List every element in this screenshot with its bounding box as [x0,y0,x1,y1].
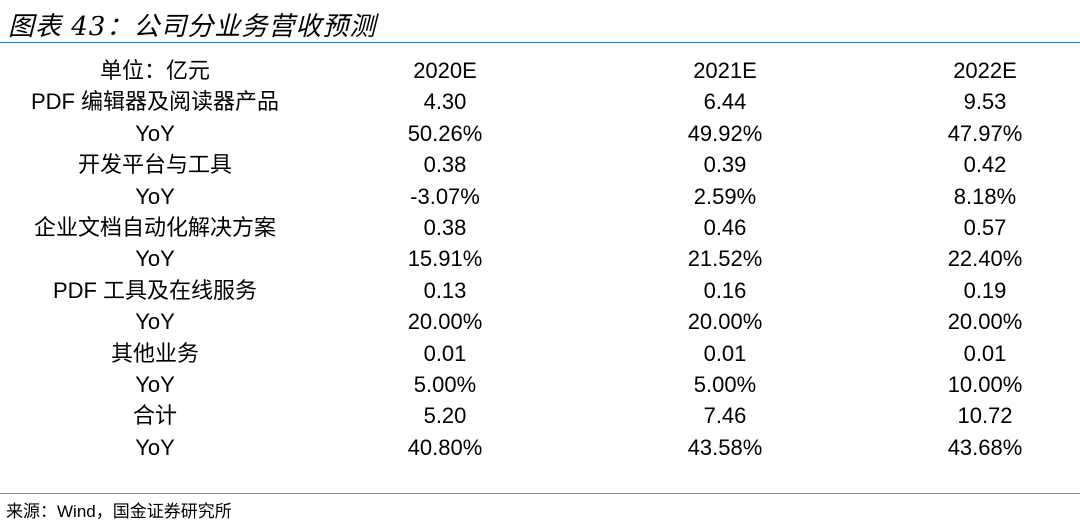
cell-value: 0.57 [963,215,1007,240]
cell-value: 15.91% [407,246,483,272]
cell-value: 0.01 [703,340,747,366]
cell-value: 0.38 [423,215,467,240]
row-label: 开发平台与工具 [77,152,232,178]
cell-value: 0.13 [423,277,467,303]
row-label: YoY [135,120,175,146]
row-label: PDF 编辑器及阅读器产品 [30,89,280,115]
top-rule [0,42,1080,43]
cell-value: 40.80% [407,434,483,460]
cell-value: 10.72 [957,403,1013,429]
cell-value: 9.53 [963,89,1007,115]
cell-value: 5.20 [423,403,467,429]
cell-value: 4.30 [423,89,467,115]
cell-value: 2.59% [693,183,757,209]
cell-value: 5.00% [693,372,757,397]
row-label: YoY [135,434,175,460]
cell-value: 0.39 [703,152,747,178]
cell-value: 43.58% [687,434,763,460]
cell-value: 43.68% [947,434,1023,460]
cell-value: 49.92% [687,120,763,146]
cell-value: 0.38 [423,152,467,178]
row-label: YoY [135,372,175,397]
row-label: YoY [135,309,175,335]
row-label: YoY [135,183,175,209]
cell-value: 8.18% [953,183,1017,209]
cell-value: 7.46 [703,403,747,429]
cell-value: 20.00% [407,309,483,335]
cell-value: 0.19 [963,277,1007,303]
cell-value: 0.01 [963,340,1007,366]
cell-value: 0.01 [423,340,467,366]
row-label: YoY [135,246,175,272]
row-label: 企业文档自动化解决方案 [33,215,276,240]
cell-value: 6.44 [703,89,747,115]
cell-value: 22.40% [947,246,1023,272]
column-header: 2022E [953,58,1017,83]
row-label: PDF 工具及在线服务 [52,277,258,303]
title: 图表 43：公司分业务营收预测 [8,12,377,42]
column-header: 2021E [693,58,757,83]
cell-value: 0.46 [703,215,747,240]
column-header: 2020E [413,58,477,83]
source-note: 来源：Wind，国金证券研究所 [6,502,232,521]
row-label: 其他业务 [110,340,199,366]
cell-value: 50.26% [407,120,483,146]
cell-value: 47.97% [947,120,1023,146]
cell-value: 5.00% [413,372,477,397]
cell-value: 20.00% [947,309,1023,335]
row-label: 合计 [132,403,177,429]
cell-value: 0.42 [963,152,1007,178]
cell-value: -3.07% [410,183,480,209]
cell-value: 21.52% [687,246,763,272]
cell-value: 10.00% [947,372,1023,397]
column-header: 单位：亿元 [99,58,210,83]
cell-value: 0.16 [703,277,747,303]
bottom-rule [0,493,1080,494]
cell-value: 20.00% [687,309,763,335]
